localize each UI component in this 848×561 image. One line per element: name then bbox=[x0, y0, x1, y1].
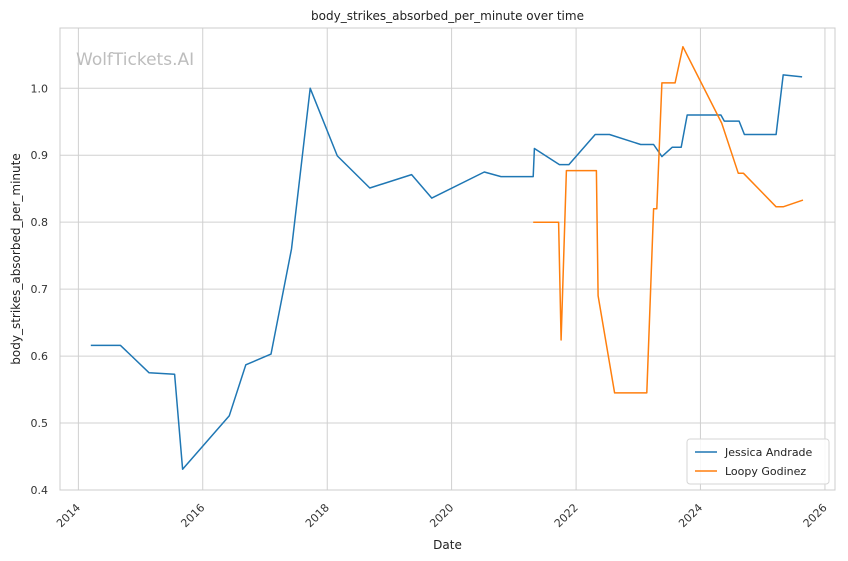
legend: Jessica Andrade Loopy Godinez bbox=[686, 438, 830, 485]
y-tick-label: 0.7 bbox=[31, 283, 49, 296]
watermark-text: WolfTickets.AI bbox=[76, 50, 194, 70]
y-axis-label: body_strikes_absorbed_per_minute bbox=[9, 153, 23, 364]
y-tick-label: 0.8 bbox=[31, 216, 49, 229]
legend-label: Loopy Godinez bbox=[725, 465, 806, 478]
series-lines bbox=[90, 45, 804, 470]
x-axis-label: Date bbox=[433, 538, 462, 552]
y-tick-label: 1.0 bbox=[31, 82, 49, 95]
legend-label: Jessica Andrade bbox=[724, 446, 813, 459]
y-tick-label: 0.4 bbox=[31, 484, 49, 497]
series-line bbox=[533, 45, 804, 394]
chart-title: body_strikes_absorbed_per_minute over ti… bbox=[311, 9, 584, 23]
y-tick-label: 0.5 bbox=[31, 417, 49, 430]
y-tick-label: 0.9 bbox=[31, 149, 49, 162]
plot-area bbox=[59, 27, 836, 491]
y-tick-labels: 0.4 0.5 0.6 0.7 0.8 0.9 1.0 bbox=[31, 82, 49, 497]
series-line bbox=[90, 74, 803, 470]
legend-box bbox=[686, 438, 830, 485]
y-tick-label: 0.6 bbox=[31, 350, 49, 363]
